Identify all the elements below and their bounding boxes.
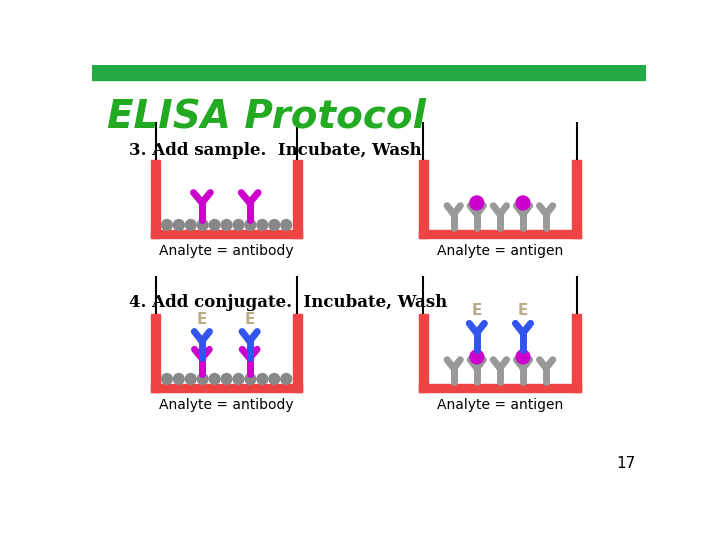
Circle shape xyxy=(269,374,279,384)
Circle shape xyxy=(161,220,172,231)
Circle shape xyxy=(197,220,208,231)
Bar xyxy=(151,314,160,392)
Bar xyxy=(151,160,160,238)
Circle shape xyxy=(470,350,484,364)
Text: E: E xyxy=(245,312,255,327)
Bar xyxy=(151,383,302,392)
Text: 3. Add sample.  Incubate, Wash: 3. Add sample. Incubate, Wash xyxy=(129,142,421,159)
Circle shape xyxy=(221,374,232,384)
Bar xyxy=(419,160,428,238)
Text: Analyte = antibody: Analyte = antibody xyxy=(159,244,294,258)
Circle shape xyxy=(233,220,244,231)
Circle shape xyxy=(221,220,232,231)
Text: E: E xyxy=(197,312,207,327)
Text: E: E xyxy=(472,303,482,319)
Bar xyxy=(92,65,647,80)
Circle shape xyxy=(210,374,220,384)
Circle shape xyxy=(174,374,184,384)
Bar xyxy=(572,160,581,238)
Circle shape xyxy=(257,374,268,384)
Circle shape xyxy=(257,220,268,231)
Bar xyxy=(419,383,581,392)
Bar xyxy=(151,230,302,238)
Text: 4. Add conjugate.  Incubate, Wash: 4. Add conjugate. Incubate, Wash xyxy=(129,294,447,311)
Bar xyxy=(419,314,428,392)
Text: ELISA Protocol: ELISA Protocol xyxy=(107,97,426,135)
Circle shape xyxy=(245,220,256,231)
Circle shape xyxy=(197,374,208,384)
Circle shape xyxy=(233,374,244,384)
Circle shape xyxy=(470,196,484,210)
Text: Analyte = antibody: Analyte = antibody xyxy=(159,398,294,412)
Circle shape xyxy=(245,374,256,384)
Circle shape xyxy=(185,220,196,231)
Circle shape xyxy=(281,220,292,231)
Text: E: E xyxy=(518,303,528,319)
Circle shape xyxy=(516,196,530,210)
Circle shape xyxy=(281,374,292,384)
Circle shape xyxy=(185,374,196,384)
Circle shape xyxy=(210,220,220,231)
Text: Analyte = antigen: Analyte = antigen xyxy=(437,398,563,412)
Circle shape xyxy=(269,220,279,231)
Bar xyxy=(572,314,581,392)
Bar xyxy=(419,230,581,238)
Text: 17: 17 xyxy=(616,456,636,471)
Bar xyxy=(293,314,302,392)
Text: Analyte = antigen: Analyte = antigen xyxy=(437,244,563,258)
Circle shape xyxy=(174,220,184,231)
Circle shape xyxy=(516,350,530,364)
Bar xyxy=(293,160,302,238)
Circle shape xyxy=(161,374,172,384)
